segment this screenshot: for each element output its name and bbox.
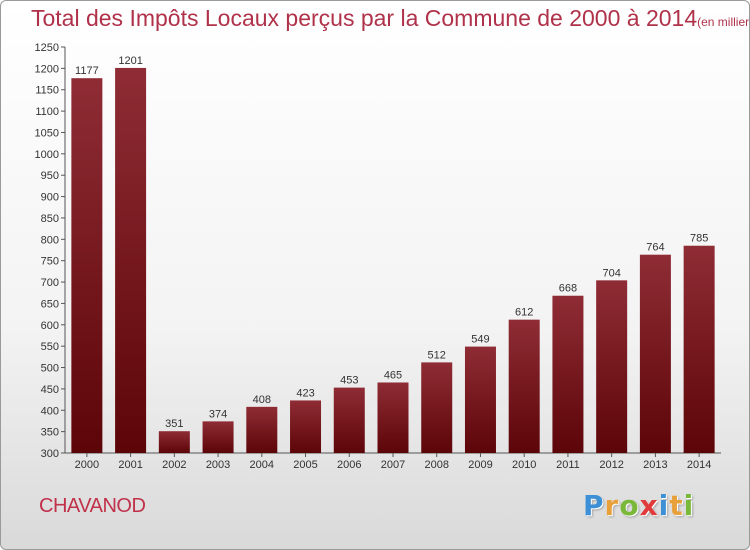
value-label-2004: 408 <box>253 394 271 406</box>
x-tick-label-2009: 2009 <box>468 459 492 471</box>
y-tick-label: 400 <box>41 405 59 417</box>
bar-2002 <box>158 431 190 453</box>
bar-2004 <box>246 406 278 453</box>
y-tick-label: 300 <box>41 448 59 460</box>
y-tick-label: 550 <box>41 341 59 353</box>
bar-2010 <box>508 319 540 453</box>
logo-letter: i <box>683 489 695 522</box>
chart-bars: 1177 1201 351 374 408 423 453 465 512 549 612 668 70… <box>71 55 715 454</box>
y-tick-label: 450 <box>41 384 59 396</box>
value-label-2000: 1177 <box>75 65 99 77</box>
x-tick-label-2002: 2002 <box>162 459 186 471</box>
bar-2001 <box>115 67 147 454</box>
y-tick-label: 1150 <box>35 85 59 97</box>
x-tick-label-2005: 2005 <box>293 459 317 471</box>
bar-2005 <box>290 400 322 453</box>
value-label-2013: 764 <box>646 242 664 254</box>
x-tick-label-2013: 2013 <box>643 459 667 471</box>
x-tick-label-2007: 2007 <box>381 459 405 471</box>
y-tick-label: 800 <box>41 234 59 246</box>
bar-2003 <box>202 421 234 453</box>
x-tick-label-2010: 2010 <box>512 459 536 471</box>
value-label-2014: 785 <box>690 233 708 245</box>
y-tick-label: 1050 <box>35 127 59 139</box>
logo-letter: x <box>639 489 659 522</box>
y-tick-label: 900 <box>41 192 59 204</box>
value-label-2006: 453 <box>340 375 358 387</box>
y-tick-label: 1000 <box>35 149 59 161</box>
logo-letter: o <box>619 489 640 522</box>
bar-2000 <box>71 78 103 454</box>
x-tick-label-2000: 2000 <box>75 459 99 471</box>
bar-2007 <box>377 382 409 453</box>
x-tick-label-2014: 2014 <box>687 459 711 471</box>
value-label-2011: 668 <box>559 283 577 295</box>
bar-2009 <box>464 346 496 453</box>
logo-letter: P <box>583 489 605 522</box>
y-tick-label: 500 <box>41 363 59 375</box>
bar-2006 <box>333 387 365 453</box>
x-tick-label-2004: 2004 <box>250 459 274 471</box>
y-tick-label: 950 <box>41 170 59 182</box>
logo-letter: i <box>658 489 670 522</box>
y-tick-label: 1100 <box>35 106 59 118</box>
x-tick-label-2001: 2001 <box>118 459 142 471</box>
value-label-2009: 549 <box>471 334 489 346</box>
y-tick-label: 350 <box>41 427 59 439</box>
bar-2013 <box>639 254 671 453</box>
x-tick-label-2011: 2011 <box>556 459 580 471</box>
value-label-2012: 704 <box>602 267 620 279</box>
value-label-2001: 1201 <box>118 55 142 67</box>
commune-name: CHAVANOD <box>39 495 146 517</box>
y-tick-label: 850 <box>41 213 59 225</box>
chart-title-unit: (en milliers d'€) <box>697 15 750 29</box>
logo-letter: r <box>604 489 620 522</box>
bar-2014 <box>683 245 715 453</box>
value-label-2003: 374 <box>209 408 227 420</box>
y-tick-label: 650 <box>41 298 59 310</box>
y-tick-label: 1250 <box>35 42 59 54</box>
y-tick-label: 1200 <box>35 63 59 75</box>
logo-letter: t <box>669 489 684 522</box>
chart-title-main: Total des Impôts Locaux perçus par la Co… <box>31 5 698 31</box>
bar-2008 <box>421 362 453 453</box>
chart-title: Total des Impôts Locaux perçus par la Co… <box>31 5 750 32</box>
y-tick-label: 750 <box>41 256 59 268</box>
bar-2011 <box>552 295 584 453</box>
chart-axes: 300 350 400 450 500 550 600 650 700 750 800 850 900 9… <box>35 42 721 471</box>
y-tick-label: 700 <box>41 277 59 289</box>
proxiti-logo: Proxiti <box>583 489 694 522</box>
bar-2012 <box>596 280 628 453</box>
value-label-2002: 351 <box>165 418 183 430</box>
x-tick-label-2008: 2008 <box>424 459 448 471</box>
x-tick-label-2003: 2003 <box>206 459 230 471</box>
value-label-2007: 465 <box>384 369 402 381</box>
y-tick-label: 600 <box>41 320 59 332</box>
value-label-2010: 612 <box>515 307 533 319</box>
x-tick-label-2012: 2012 <box>599 459 623 471</box>
x-tick-label-2006: 2006 <box>337 459 361 471</box>
value-label-2008: 512 <box>428 349 446 361</box>
value-label-2005: 423 <box>296 387 314 399</box>
